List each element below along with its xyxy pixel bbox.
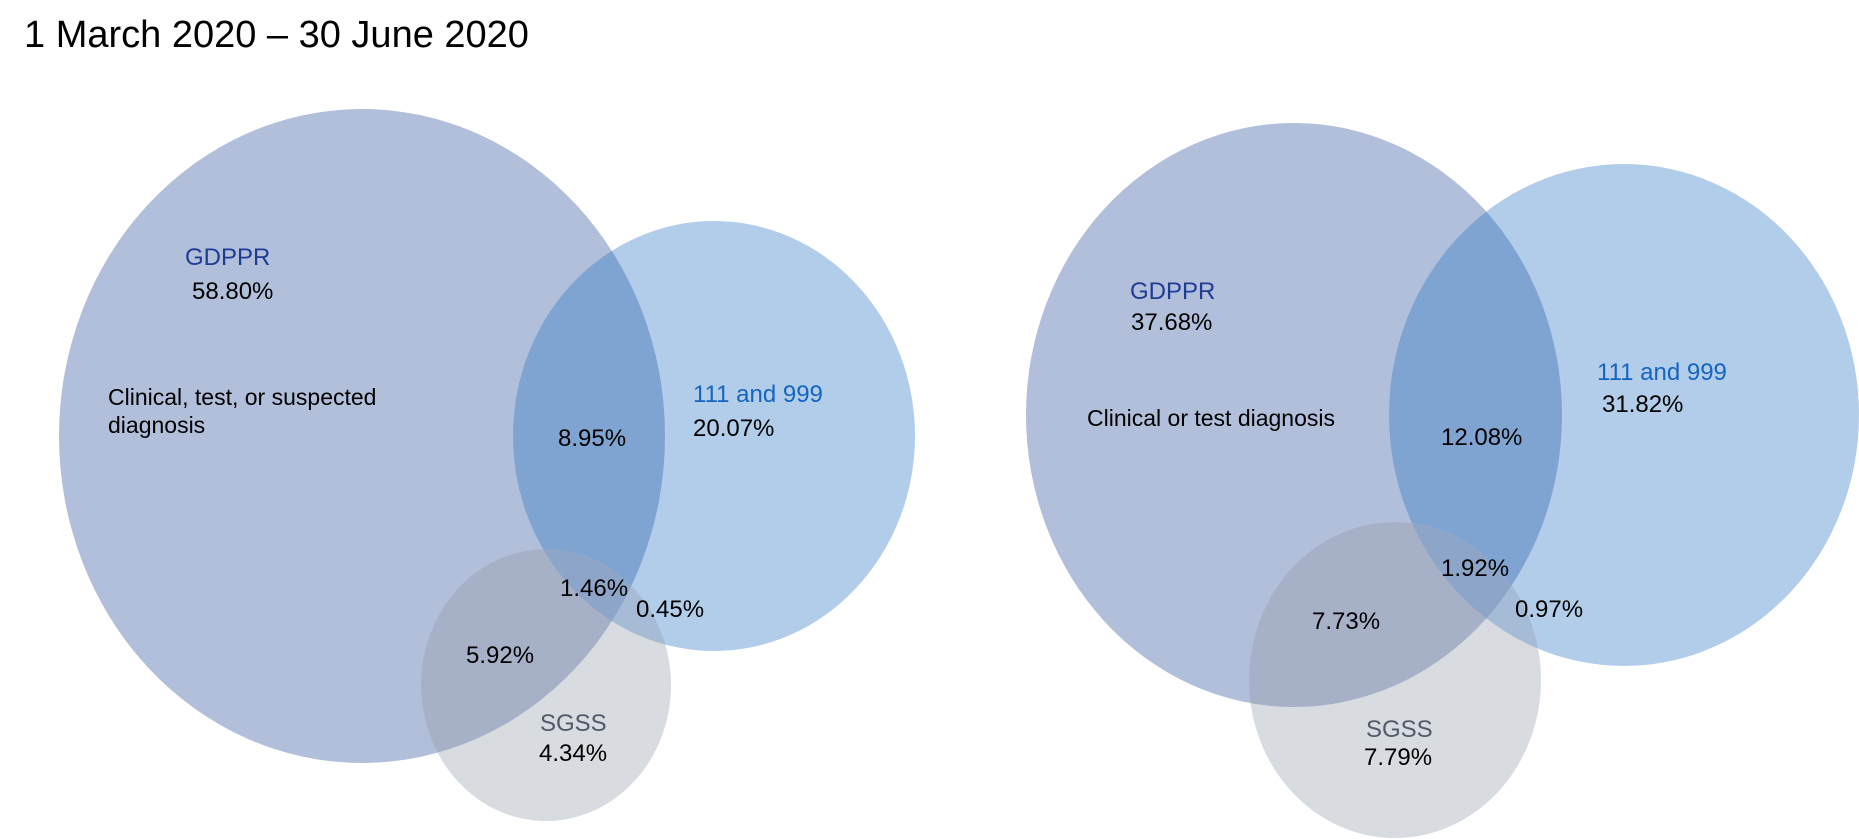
left-sgss-value: 4.34%: [539, 740, 607, 767]
left-gdppr-111-value: 8.95%: [558, 425, 626, 452]
left-111-sgss-value: 0.45%: [636, 596, 704, 623]
left-111-999-name: 111 and 999: [693, 381, 823, 408]
right-all-three-value: 1.92%: [1441, 555, 1509, 582]
right-111-sgss-value: 0.97%: [1515, 596, 1583, 623]
right-111-999-name: 111 and 999: [1597, 359, 1727, 386]
right-gdppr-value: 37.68%: [1131, 309, 1212, 336]
left-description-line1: Clinical, test, or suspected: [108, 384, 376, 410]
right-sgss-value: 7.79%: [1364, 744, 1432, 771]
left-gdppr-111-overlap: [513, 221, 665, 651]
left-all-three-value: 1.46%: [560, 575, 628, 602]
right-triple-overlap: [1389, 522, 1541, 666]
left-111-999-value: 20.07%: [693, 415, 774, 442]
right-gdppr-111-value: 12.08%: [1441, 424, 1522, 451]
page-title: 1 March 2020 – 30 June 2020: [24, 14, 529, 56]
left-description-line2: diagnosis: [108, 412, 205, 438]
right-gdppr-111-overlap: [1389, 164, 1562, 666]
right-sgss-name: SGSS: [1366, 716, 1433, 743]
left-sgss-name: SGSS: [540, 710, 607, 737]
right-description: Clinical or test diagnosis: [1087, 405, 1335, 431]
left-gdppr-value: 58.80%: [192, 278, 273, 305]
right-111-999-value: 31.82%: [1602, 391, 1683, 418]
right-gdppr-sgss-value: 7.73%: [1312, 608, 1380, 635]
left-venn: GDPPR 58.80% Clinical, test, or suspecte…: [59, 109, 915, 821]
right-gdppr-name: GDPPR: [1130, 278, 1215, 305]
left-triple-overlap: [513, 549, 665, 651]
left-gdppr-name: GDPPR: [185, 244, 270, 271]
right-venn: GDPPR 37.68% Clinical or test diagnosis …: [1026, 123, 1859, 838]
left-gdppr-sgss-value: 5.92%: [466, 642, 534, 669]
